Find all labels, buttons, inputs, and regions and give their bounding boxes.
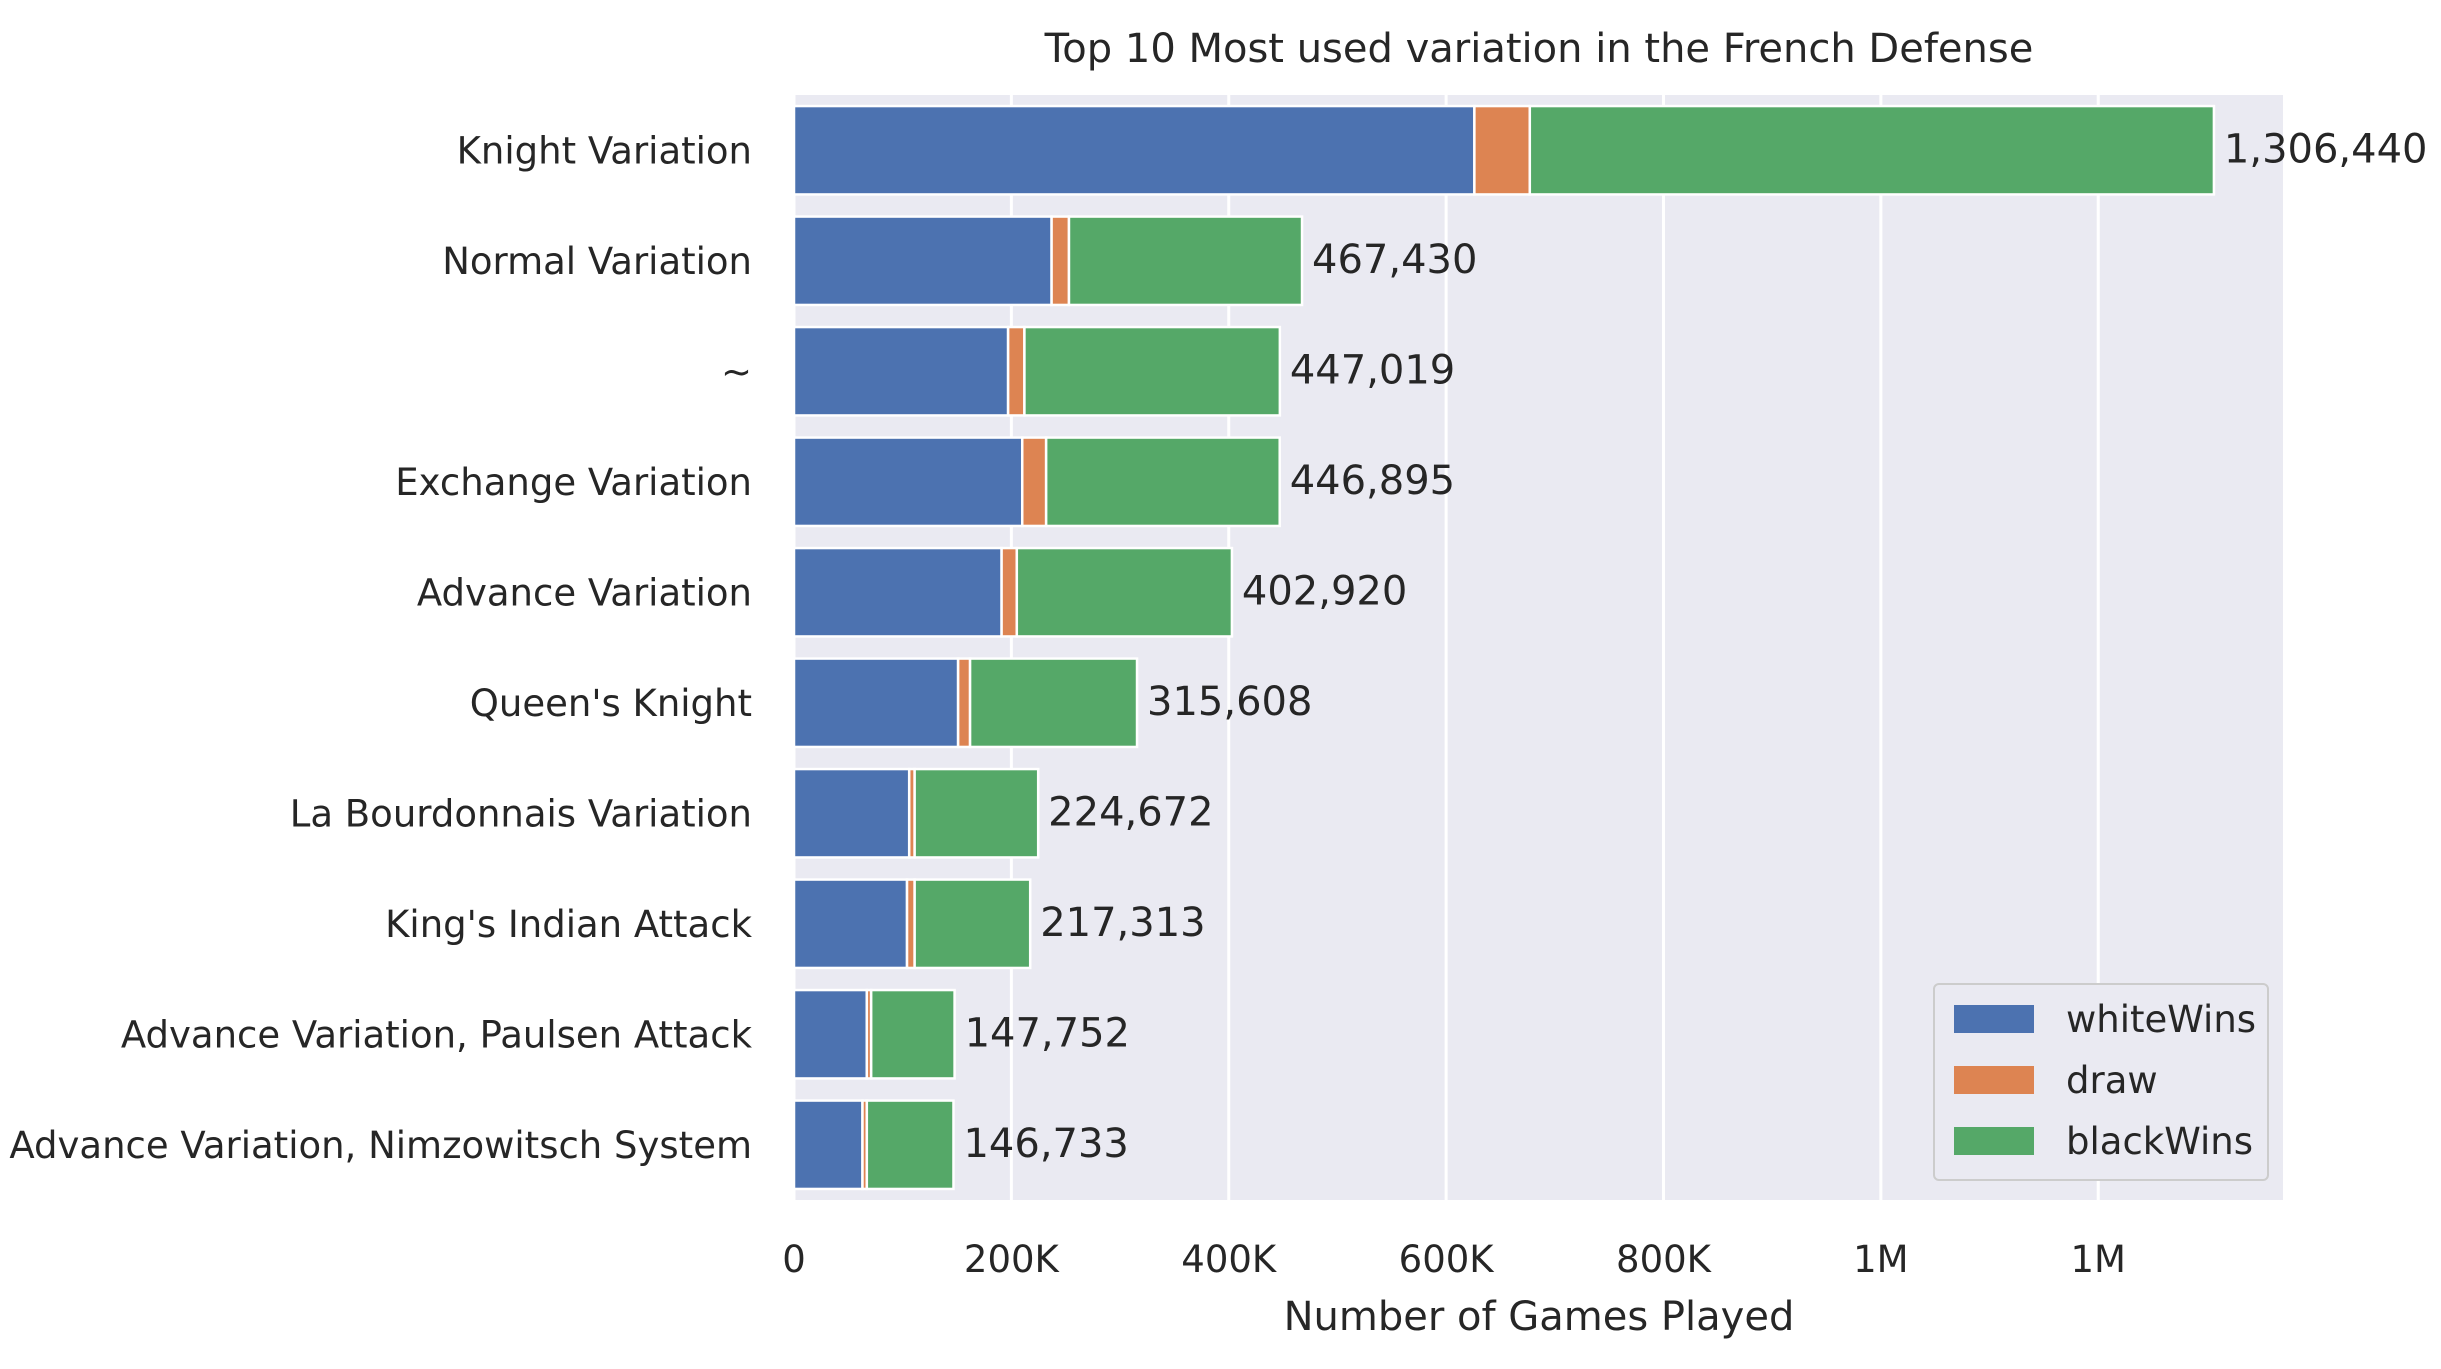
bar-whiteWins — [792, 767, 911, 859]
bar-whiteWins — [792, 325, 1010, 417]
total-labels: 1,306,440 467,430 447,019 446,895 402,920 315… — [963, 126, 2427, 1167]
y-tick-label: Advance Variation — [417, 571, 752, 614]
x-tick-label: 400K — [1181, 1238, 1278, 1281]
chart-title: Top 10 Most used variation in the French… — [1044, 26, 2034, 72]
bar-draw — [1050, 215, 1071, 307]
legend: whiteWins draw blackWins — [1933, 983, 2269, 1181]
x-tick-labels: 0 200K 400K 600K 800K 1M 1M — [782, 1238, 2126, 1281]
legend-label-draw: draw — [2066, 1059, 2158, 1102]
bar-blackWins — [1015, 546, 1234, 638]
bar-group — [792, 104, 2216, 1191]
bar-whiteWins — [792, 657, 960, 749]
y-tick-label: Advance Variation, Nimzowitsch System — [9, 1124, 752, 1167]
total-label: 447,019 — [1290, 347, 1455, 393]
bar-blackWins — [869, 988, 956, 1080]
legend-label-whiteWins: whiteWins — [2066, 998, 2256, 1041]
bar-draw — [956, 657, 972, 749]
bar-blackWins — [1528, 104, 2216, 196]
bar-whiteWins — [792, 436, 1024, 528]
legend-swatch-draw — [1954, 1066, 2034, 1094]
bar-blackWins — [1067, 215, 1304, 307]
bar-blackWins — [913, 878, 1032, 970]
x-axis-label: Number of Games Played — [1284, 1294, 1795, 1340]
x-tick-label: 1M — [2070, 1238, 2125, 1281]
bar-whiteWins — [792, 878, 909, 970]
legend-label-blackWins: blackWins — [2066, 1120, 2253, 1163]
total-label: 146,733 — [963, 1121, 1128, 1167]
y-tick-label: King's Indian Attack — [385, 903, 752, 946]
bar-whiteWins — [792, 215, 1053, 307]
bar-blackWins — [913, 767, 1040, 859]
total-label: 446,895 — [1290, 458, 1455, 504]
total-label: 147,752 — [965, 1010, 1130, 1056]
bar-whiteWins — [792, 104, 1476, 196]
bar-whiteWins — [792, 988, 869, 1080]
bar-draw — [1000, 546, 1019, 638]
bar-draw — [1006, 325, 1026, 417]
total-label: 467,430 — [1312, 237, 1477, 283]
bar-blackWins — [968, 657, 1139, 749]
bar-blackWins — [865, 1099, 955, 1191]
y-tick-label: La Bourdonnais Variation — [290, 792, 752, 835]
y-tick-label: ~ — [721, 350, 752, 393]
legend-swatch-whiteWins — [1954, 1005, 2034, 1033]
total-label: 402,920 — [1242, 568, 1407, 614]
x-tick-label: 0 — [782, 1238, 806, 1281]
total-label: 224,672 — [1048, 789, 1213, 835]
x-tick-label: 800K — [1616, 1238, 1713, 1281]
x-tick-label: 200K — [964, 1238, 1061, 1281]
y-tick-labels: Knight Variation Normal Variation ~ Exchang… — [9, 129, 752, 1167]
bar-draw — [1473, 104, 1532, 196]
legend-swatch-blackWins — [1954, 1127, 2034, 1155]
y-tick-label: Exchange Variation — [395, 461, 752, 504]
total-label: 217,313 — [1040, 900, 1205, 946]
y-tick-label: Queen's Knight — [470, 682, 752, 725]
bar-whiteWins — [792, 546, 1003, 638]
bar-blackWins — [1044, 436, 1281, 528]
bar-blackWins — [1023, 325, 1282, 417]
bar-whiteWins — [792, 1099, 864, 1191]
x-tick-label: 1M — [1853, 1238, 1908, 1281]
total-label: 1,306,440 — [2224, 126, 2428, 172]
y-tick-label: Knight Variation — [457, 129, 752, 172]
x-tick-label: 600K — [1399, 1238, 1496, 1281]
y-tick-label: Advance Variation, Paulsen Attack — [121, 1013, 753, 1056]
y-tick-label: Normal Variation — [442, 240, 752, 283]
bar-draw — [1020, 436, 1048, 528]
total-label: 315,608 — [1147, 679, 1312, 725]
